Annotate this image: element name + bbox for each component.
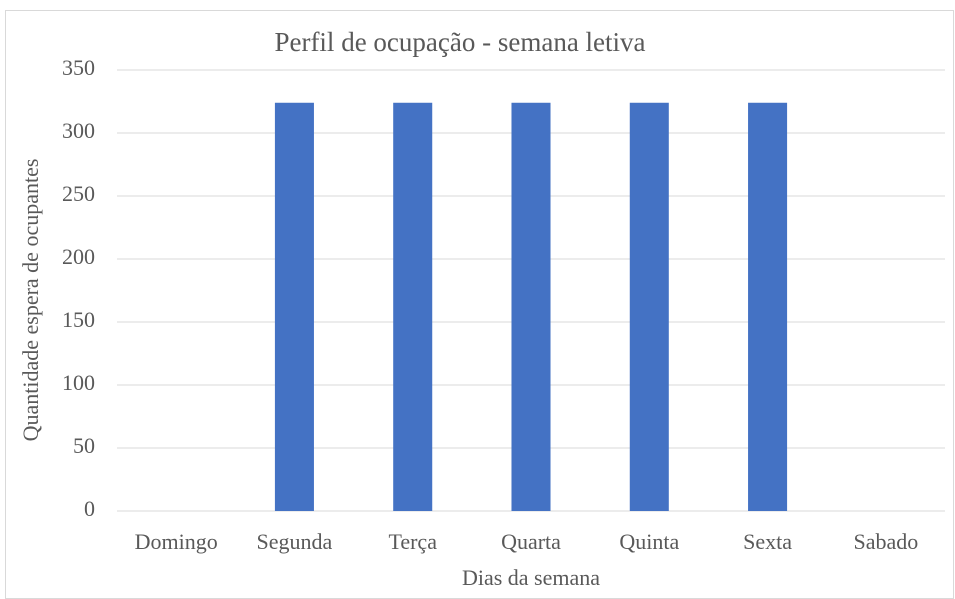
x-tick-label: Domingo	[135, 529, 218, 554]
bar	[393, 102, 433, 511]
y-tick-label: 150	[62, 307, 95, 332]
x-axis-label: Dias da semana	[462, 565, 600, 590]
x-tick-label: Sabado	[853, 529, 918, 554]
y-tick-label: 250	[62, 181, 95, 206]
y-axis-label: Quantidade espera de ocupantes	[18, 159, 43, 442]
y-tick-label: 50	[73, 433, 95, 458]
x-tick-label: Quinta	[619, 529, 679, 554]
y-tick-label: 200	[62, 244, 95, 269]
x-tick-label: Sexta	[743, 529, 792, 554]
y-tick-label: 300	[62, 118, 95, 143]
bar	[274, 102, 314, 511]
y-tick-label: 350	[62, 55, 95, 80]
bar	[629, 102, 669, 511]
x-tick-label: Segunda	[257, 529, 333, 554]
x-tick-label: Quarta	[501, 529, 561, 554]
chart-title: Perfil de ocupação - semana letiva	[274, 27, 645, 57]
y-tick-label: 0	[84, 496, 95, 521]
bar	[748, 102, 788, 511]
y-tick-label: 100	[62, 370, 95, 395]
chart-border	[5, 10, 954, 599]
bar	[511, 102, 551, 511]
x-tick-label: Terça	[388, 529, 437, 554]
